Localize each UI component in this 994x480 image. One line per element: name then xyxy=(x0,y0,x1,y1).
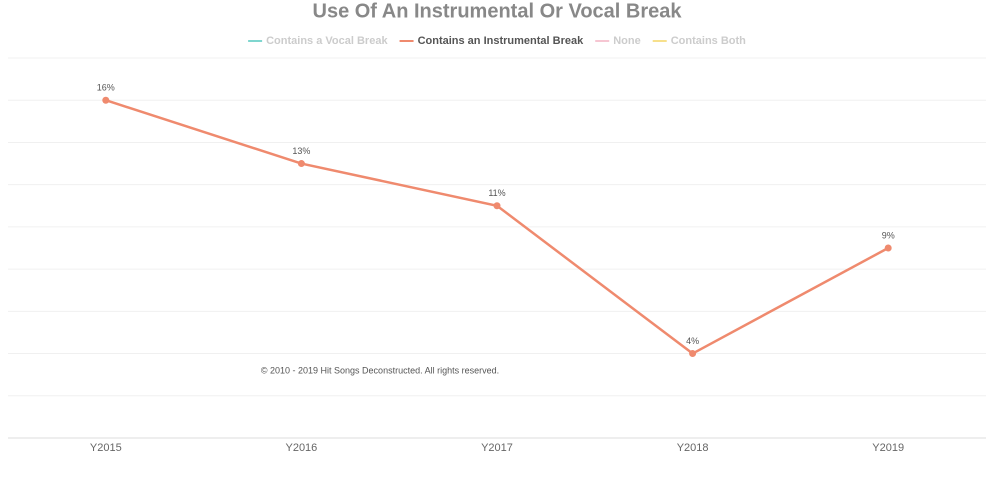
data-label: 9% xyxy=(882,230,895,240)
legend-item[interactable]: Contains an Instrumental Break xyxy=(399,35,585,47)
legend-label: Contains Both xyxy=(671,35,746,47)
data-label: 11% xyxy=(488,188,505,198)
data-label: 13% xyxy=(292,146,310,156)
legend-item[interactable]: None xyxy=(595,35,641,47)
x-tick-label: Y2019 xyxy=(872,442,904,454)
data-point xyxy=(493,202,501,210)
data-label: 16% xyxy=(97,83,115,93)
data-point xyxy=(884,244,892,252)
x-tick-label: Y2016 xyxy=(285,442,317,454)
legend-item[interactable]: Contains Both xyxy=(652,35,746,47)
legend-label: Contains an Instrumental Break xyxy=(418,35,585,47)
data-point xyxy=(102,96,110,104)
legend-item[interactable]: Contains a Vocal Break xyxy=(248,35,388,47)
x-tick-label: Y2015 xyxy=(90,442,122,454)
data-label: 4% xyxy=(686,336,699,346)
legend-label: Contains a Vocal Break xyxy=(266,35,388,47)
data-point xyxy=(689,350,697,358)
chart-title: Use Of An Instrumental Or Vocal Break xyxy=(313,0,683,22)
copyright: © 2010 - 2019 Hit Songs Deconstructed. A… xyxy=(261,365,499,375)
x-tick-label: Y2017 xyxy=(481,442,513,454)
x-tick-label: Y2018 xyxy=(677,442,709,454)
legend-label: None xyxy=(613,35,641,47)
data-point xyxy=(297,160,305,168)
